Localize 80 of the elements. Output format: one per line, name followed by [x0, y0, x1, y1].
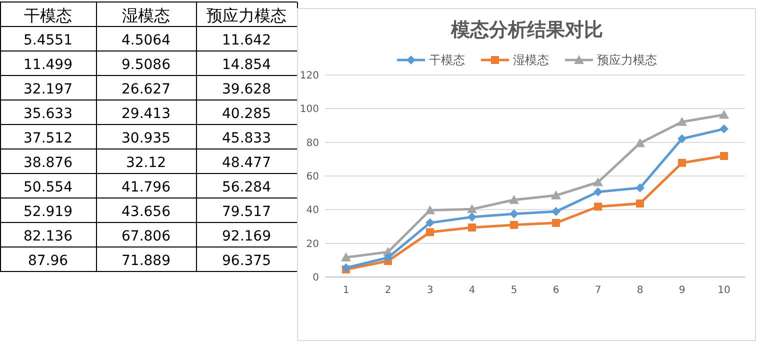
text: 38.876 — [24, 155, 73, 171]
point — [468, 223, 476, 232]
point — [341, 252, 351, 262]
text: 35.633 — [24, 106, 72, 122]
point — [636, 200, 644, 208]
x-tick-label: 9 — [678, 285, 686, 296]
point — [425, 205, 435, 214]
x-tick-label: 2 — [384, 285, 392, 296]
point — [509, 194, 519, 204]
point — [552, 207, 560, 216]
point — [720, 124, 728, 134]
text: 32.12 — [126, 155, 166, 171]
x-tick-label: 3 — [426, 285, 434, 296]
text: 11.499 — [24, 57, 72, 73]
x-tick-label: 6 — [552, 285, 560, 296]
point — [720, 152, 728, 160]
y-tick-label: 40 — [306, 205, 319, 216]
y-tick-label: 0 — [312, 272, 319, 284]
text: 5.4551 — [24, 32, 72, 48]
text: 79.517 — [222, 204, 271, 220]
point — [467, 204, 477, 214]
point — [510, 220, 518, 229]
text: 14.854 — [222, 57, 272, 73]
point — [468, 212, 476, 222]
point — [426, 218, 434, 228]
text: 预应力模态 — [206, 6, 286, 25]
point — [636, 183, 644, 192]
text: 湿模态 — [122, 6, 170, 25]
chart-title: 模态分析结果对比 — [450, 19, 603, 41]
text: 48.477 — [222, 155, 271, 171]
x-tick-label: 7 — [594, 285, 602, 296]
text: 50.554 — [24, 180, 73, 196]
text: 37.512 — [24, 130, 72, 146]
text: 45.833 — [222, 130, 271, 146]
text: 43.656 — [122, 204, 171, 220]
legend-label: 干模态 — [429, 53, 465, 67]
x-tick-label: 4 — [468, 285, 476, 296]
text: 67.806 — [122, 228, 171, 244]
y-tick-label: 80 — [306, 138, 319, 149]
text: 71.889 — [122, 253, 170, 269]
point — [510, 209, 518, 218]
x-tick-label: 1 — [342, 285, 350, 296]
text: 9.5086 — [122, 57, 171, 73]
point — [594, 202, 602, 211]
legend-label: 预应力模态 — [597, 53, 657, 67]
point — [678, 134, 686, 144]
text: 41.796 — [122, 180, 171, 196]
text: 87.96 — [28, 253, 68, 269]
point — [593, 177, 603, 186]
y-tick-label: 60 — [306, 172, 319, 182]
y-tick-label: 120 — [300, 70, 319, 82]
legend-label: 湿模态 — [513, 53, 549, 67]
text: 40.285 — [222, 106, 271, 122]
point — [551, 190, 561, 200]
text: 30.935 — [122, 130, 170, 146]
y-tick-label: 100 — [300, 104, 319, 116]
text: 4.5064 — [122, 32, 171, 48]
x-tick-label: 10 — [718, 285, 730, 296]
text: 26.627 — [122, 82, 170, 98]
y-tick-label: 20 — [306, 238, 319, 250]
point — [426, 228, 434, 236]
point — [552, 218, 560, 227]
point — [677, 116, 687, 126]
text: 96.375 — [222, 253, 271, 269]
text: 29.413 — [122, 106, 170, 122]
point — [384, 253, 392, 262]
point — [678, 158, 686, 167]
text: 82.136 — [24, 228, 73, 244]
text: 32.197 — [24, 82, 72, 98]
x-tick-label: 5 — [510, 285, 518, 296]
point — [719, 110, 729, 119]
text: 干模态 — [24, 6, 72, 25]
text: 52.919 — [24, 204, 72, 220]
x-tick-label: 8 — [636, 285, 644, 296]
point — [594, 187, 602, 196]
text: 92.169 — [222, 228, 271, 244]
text: 11.642 — [222, 32, 271, 48]
point — [635, 138, 645, 148]
text: 56.284 — [222, 180, 272, 196]
text: 39.628 — [222, 82, 271, 98]
